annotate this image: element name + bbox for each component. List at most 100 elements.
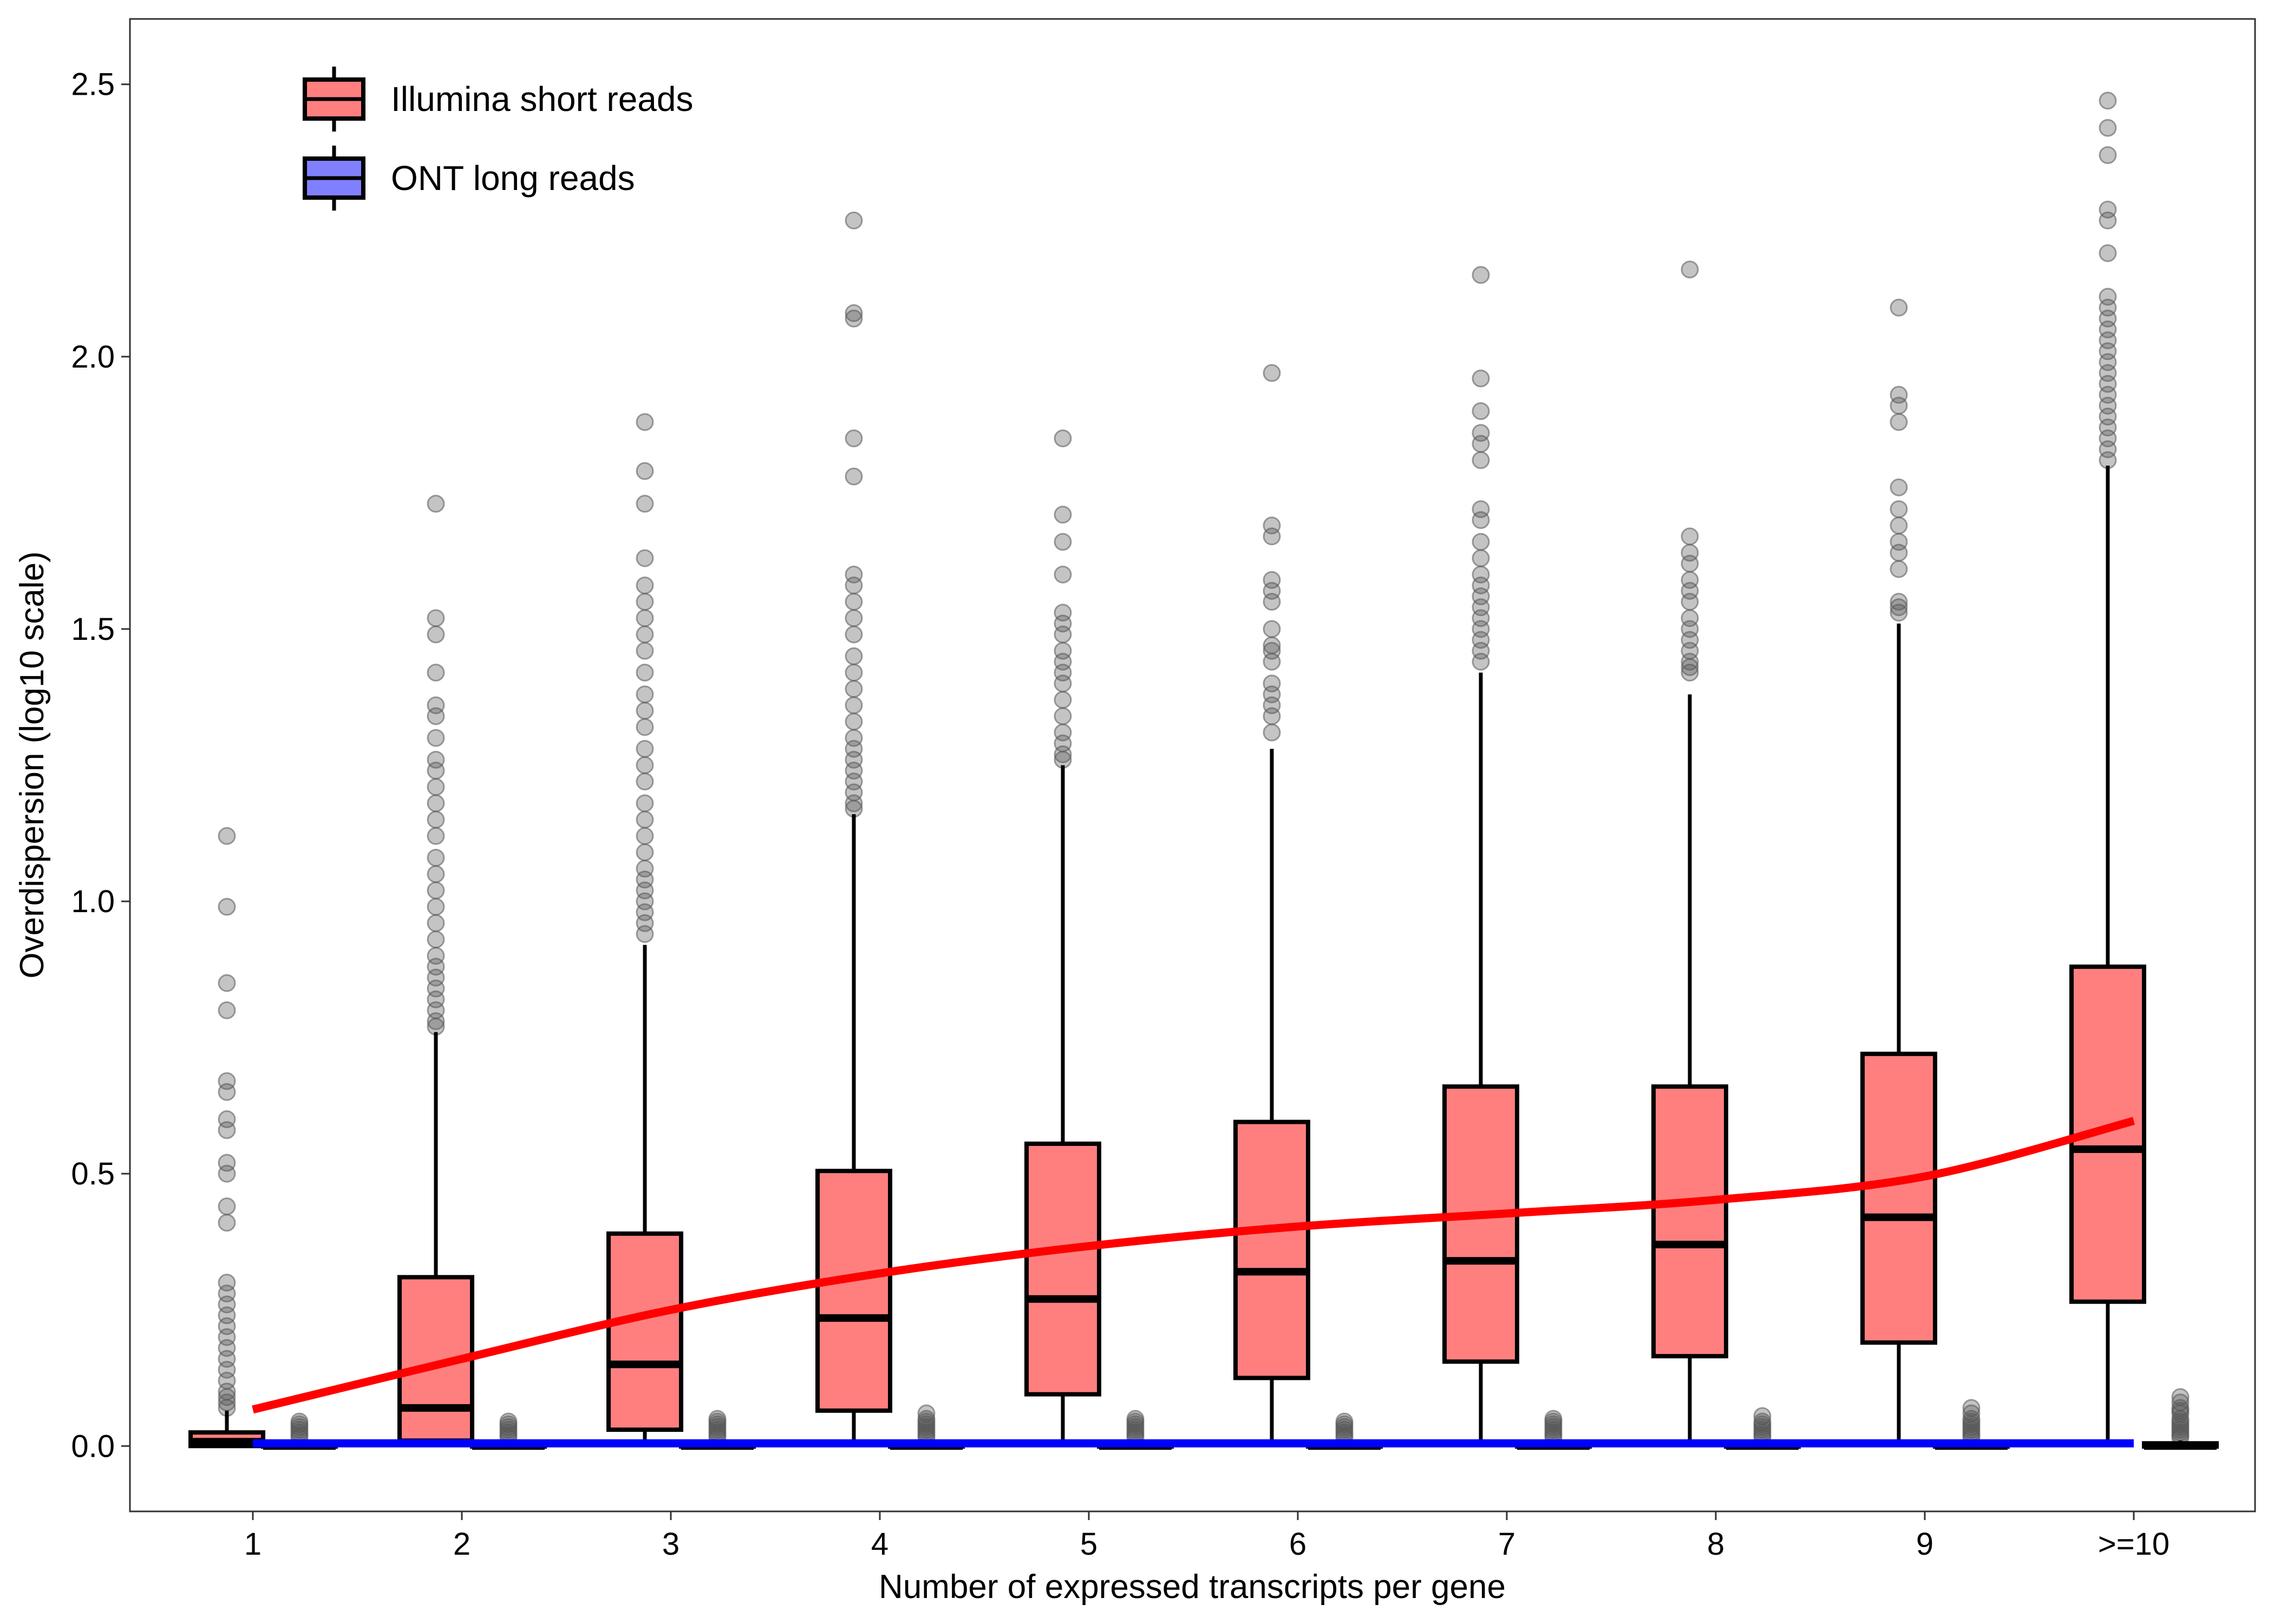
legend-item-illumina: Illumina short reads — [303, 67, 693, 132]
outlier-point — [636, 702, 654, 720]
outlier-point — [1890, 598, 1908, 617]
trend-line-illumina — [252, 1117, 2135, 1414]
outlier-point — [845, 211, 863, 230]
outlier-point — [427, 663, 445, 682]
x-tick-label: 5 — [1080, 1527, 1097, 1562]
outlier-point — [1263, 593, 1281, 611]
outlier-point — [636, 843, 654, 861]
outlier-point — [636, 462, 654, 480]
outlier-point — [1472, 369, 1490, 388]
outlier-point — [1054, 707, 1072, 725]
outlier-point — [427, 930, 445, 948]
outlier-point — [427, 881, 445, 900]
outlier-point — [845, 576, 863, 594]
plot-panel-border — [129, 18, 2256, 1512]
outlier-point — [427, 914, 445, 932]
outlier-point — [1890, 298, 1908, 317]
outlier-point — [427, 495, 445, 513]
outlier-point — [1472, 533, 1490, 551]
legend-item-ont: ONT long reads — [303, 146, 635, 211]
outlier-point — [845, 429, 863, 448]
box-iqr — [1233, 1119, 1310, 1380]
x-tick-label: 3 — [662, 1527, 679, 1562]
x-tick-label: 2 — [453, 1527, 471, 1562]
outlier-point — [218, 827, 236, 845]
outlier-point — [1890, 478, 1908, 496]
outlier-point — [1263, 527, 1281, 546]
outlier-point — [1054, 506, 1072, 524]
outlier-point — [427, 729, 445, 747]
outlier-point — [636, 576, 654, 594]
outlier-point — [218, 1001, 236, 1019]
outlier-point — [1681, 554, 1699, 573]
outlier-point — [636, 593, 654, 611]
outlier-point — [1890, 396, 1908, 415]
outlier-point — [2099, 91, 2117, 110]
outlier-point — [636, 827, 654, 845]
outlier-point — [427, 762, 445, 780]
outlier-point — [2099, 146, 2117, 165]
outlier-point — [1263, 652, 1281, 671]
outlier-point — [427, 827, 445, 845]
outlier-point — [1054, 675, 1072, 693]
outlier-point — [427, 898, 445, 916]
outlier-point — [636, 810, 654, 829]
outlier-point — [636, 413, 654, 431]
outlier-point — [1890, 560, 1908, 578]
outlier-point — [845, 467, 863, 486]
outlier-point — [1890, 543, 1908, 562]
outlier-point — [1890, 413, 1908, 431]
x-axis-title: Number of expressed transcripts per gene — [879, 1568, 1506, 1606]
outlier-point — [218, 974, 236, 992]
outlier-point — [845, 609, 863, 627]
outlier-point — [218, 1083, 236, 1101]
y-axis-title: Overdispersion (log10 scale) — [14, 551, 51, 978]
outlier-point — [427, 865, 445, 883]
outlier-point — [636, 495, 654, 513]
box-iqr — [1024, 1141, 1101, 1397]
box-iqr — [815, 1169, 892, 1413]
outlier-point — [845, 304, 863, 322]
box-iqr — [1442, 1084, 1519, 1364]
outliers-layer — [218, 91, 2190, 1447]
outlier-point — [845, 625, 863, 644]
outlier-point — [845, 696, 863, 715]
outlier-point — [636, 772, 654, 791]
outlier-point — [427, 849, 445, 867]
outlier-point — [636, 609, 654, 627]
outlier-point — [218, 1164, 236, 1183]
x-tick-label: 6 — [1289, 1527, 1306, 1562]
outlier-point — [636, 685, 654, 704]
x-tick-label: 8 — [1707, 1527, 1724, 1562]
outlier-point — [1890, 604, 1908, 622]
outlier-point — [845, 680, 863, 698]
outlier-point — [1472, 435, 1490, 453]
outlier-point — [1890, 500, 1908, 519]
x-tick-label: 4 — [871, 1527, 888, 1562]
outlier-point — [845, 593, 863, 611]
outlier-point — [2099, 244, 2117, 263]
legend: Illumina short reads ONT long reads — [303, 67, 693, 211]
outlier-point — [1054, 565, 1072, 584]
outlier-point — [427, 707, 445, 725]
outlier-point — [218, 898, 236, 916]
outlier-point — [218, 1393, 236, 1412]
x-tick-label: 1 — [244, 1527, 262, 1562]
outlier-point — [1054, 691, 1072, 709]
x-tick-label: 7 — [1498, 1527, 1515, 1562]
outlier-point — [1681, 527, 1699, 546]
outlier-point — [1054, 429, 1072, 448]
outlier-point — [1263, 707, 1281, 725]
outlier-point — [427, 794, 445, 813]
y-tick-label: 0.5 — [71, 1156, 115, 1191]
outlier-point — [636, 549, 654, 567]
outlier-point — [218, 1214, 236, 1232]
outlier-point — [2099, 119, 2117, 137]
outlier-point — [636, 663, 654, 682]
outlier-point — [1054, 745, 1072, 763]
outlier-point — [845, 794, 863, 813]
outlier-point — [636, 641, 654, 660]
outlier-point — [1681, 260, 1699, 279]
outlier-point — [427, 1012, 445, 1030]
